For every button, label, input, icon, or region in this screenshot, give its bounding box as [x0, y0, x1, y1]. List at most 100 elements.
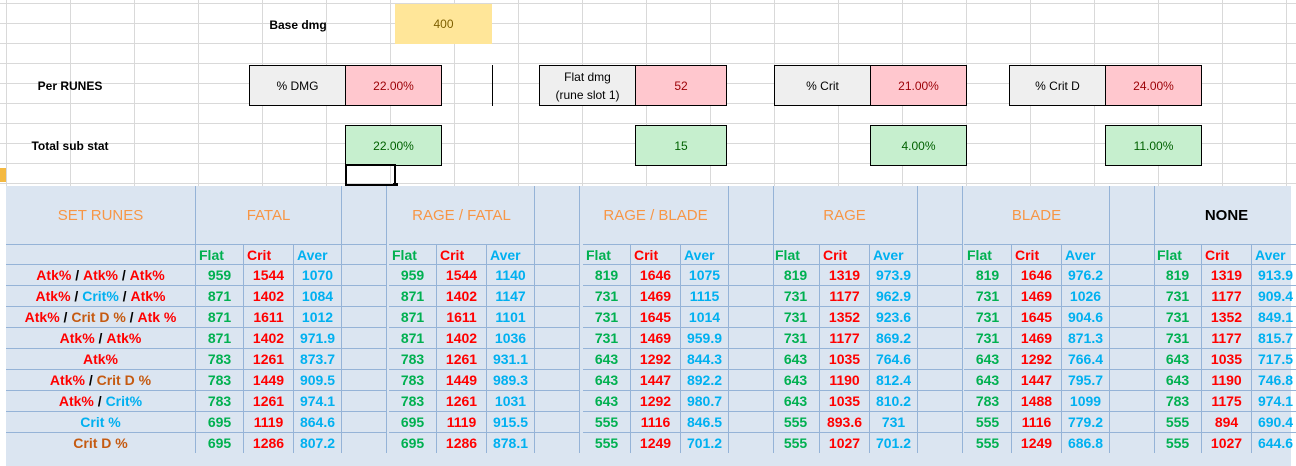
value-cell-aver[interactable]: 731: [870, 411, 918, 432]
value-cell-crit[interactable]: 1035: [820, 390, 870, 411]
value-cell-aver[interactable]: 795.7: [1062, 369, 1110, 390]
value-cell-flat[interactable]: 731: [772, 285, 820, 306]
value-cell-crit[interactable]: 1469: [631, 327, 681, 348]
value-cell-flat[interactable]: 695: [196, 411, 244, 432]
value-cell-crit[interactable]: 1027: [1202, 432, 1252, 453]
value-cell-aver[interactable]: 1140: [487, 264, 535, 285]
value-cell-flat[interactable]: 555: [964, 411, 1012, 432]
value-cell-crit[interactable]: 1449: [244, 369, 294, 390]
value-cell-crit[interactable]: 1286: [437, 432, 487, 453]
value-cell-flat[interactable]: 731: [964, 285, 1012, 306]
value-cell-flat[interactable]: 643: [1154, 348, 1202, 369]
value-cell-aver[interactable]: 810.2: [870, 390, 918, 411]
value-cell-crit[interactable]: 1116: [1012, 411, 1062, 432]
value-cell-crit[interactable]: 1611: [437, 306, 487, 327]
value-cell-flat[interactable]: 783: [964, 390, 1012, 411]
value-cell-aver[interactable]: 971.9: [294, 327, 342, 348]
value-cell-crit[interactable]: 1035: [820, 348, 870, 369]
value-cell-crit[interactable]: 1261: [437, 348, 487, 369]
value-cell-aver[interactable]: 962.9: [870, 285, 918, 306]
value-cell-crit[interactable]: 1469: [1012, 327, 1062, 348]
value-cell-aver[interactable]: 746.8: [1252, 369, 1296, 390]
row-label[interactable]: Crit D %: [6, 432, 196, 453]
value-cell-flat[interactable]: 819: [772, 264, 820, 285]
value-cell-aver[interactable]: 1147: [487, 285, 535, 306]
value-cell-aver[interactable]: 690.4: [1252, 411, 1296, 432]
value-cell-crit[interactable]: 1352: [1202, 306, 1252, 327]
value-cell-aver[interactable]: 915.5: [487, 411, 535, 432]
value-cell-aver[interactable]: 959.9: [681, 327, 729, 348]
value-cell-aver[interactable]: 846.5: [681, 411, 729, 432]
value-cell-crit[interactable]: 1402: [437, 327, 487, 348]
value-cell-aver[interactable]: 644.6: [1252, 432, 1296, 453]
value-cell-aver[interactable]: 973.9: [870, 264, 918, 285]
row-label[interactable]: Atk%: [6, 348, 196, 369]
value-cell-crit[interactable]: 1402: [244, 285, 294, 306]
value-cell-crit[interactable]: 1119: [437, 411, 487, 432]
value-cell-flat[interactable]: 643: [964, 348, 1012, 369]
value-cell-aver[interactable]: 892.2: [681, 369, 729, 390]
value-cell-crit[interactable]: 1027: [820, 432, 870, 453]
value-cell-aver[interactable]: 717.5: [1252, 348, 1296, 369]
value-cell-aver[interactable]: 779.2: [1062, 411, 1110, 432]
value-cell-flat[interactable]: 783: [389, 390, 437, 411]
row-label[interactable]: Crit %: [6, 411, 196, 432]
value-cell-aver[interactable]: 815.7: [1252, 327, 1296, 348]
value-cell-flat[interactable]: 731: [1154, 306, 1202, 327]
value-cell-flat[interactable]: 555: [1154, 432, 1202, 453]
value-cell-crit[interactable]: 1646: [1012, 264, 1062, 285]
value-cell-crit[interactable]: 1177: [820, 285, 870, 306]
dmg-total[interactable]: 22.00%: [345, 125, 442, 166]
value-cell-crit[interactable]: 894: [1202, 411, 1252, 432]
value-cell-crit[interactable]: 1175: [1202, 390, 1252, 411]
value-cell-flat[interactable]: 695: [389, 411, 437, 432]
value-cell-aver[interactable]: 686.8: [1062, 432, 1110, 453]
crit-per-rune[interactable]: 21.00%: [870, 65, 967, 106]
value-cell-flat[interactable]: 871: [196, 306, 244, 327]
value-cell-flat[interactable]: 819: [964, 264, 1012, 285]
value-cell-flat[interactable]: 959: [196, 264, 244, 285]
value-cell-aver[interactable]: 764.6: [870, 348, 918, 369]
value-cell-crit[interactable]: 1261: [244, 348, 294, 369]
critd-per-rune[interactable]: 24.00%: [1105, 65, 1202, 106]
value-cell-flat[interactable]: 643: [964, 369, 1012, 390]
value-cell-aver[interactable]: 1084: [294, 285, 342, 306]
value-cell-aver[interactable]: 701.2: [870, 432, 918, 453]
value-cell-aver[interactable]: 1036: [487, 327, 535, 348]
value-cell-flat[interactable]: 643: [772, 348, 820, 369]
value-cell-crit[interactable]: 1319: [820, 264, 870, 285]
value-cell-aver[interactable]: 989.3: [487, 369, 535, 390]
value-cell-flat[interactable]: 819: [583, 264, 631, 285]
value-cell-flat[interactable]: 643: [1154, 369, 1202, 390]
dmg-per-rune[interactable]: 22.00%: [345, 65, 442, 106]
value-cell-flat[interactable]: 643: [772, 369, 820, 390]
value-cell-crit[interactable]: 1292: [631, 390, 681, 411]
value-cell-crit[interactable]: 1286: [244, 432, 294, 453]
crit-total[interactable]: 4.00%: [870, 125, 967, 166]
value-cell-flat[interactable]: 783: [196, 369, 244, 390]
value-cell-crit[interactable]: 1544: [244, 264, 294, 285]
value-cell-aver[interactable]: 869.2: [870, 327, 918, 348]
value-cell-flat[interactable]: 731: [772, 327, 820, 348]
flat-dmg-per-rune[interactable]: 52: [635, 65, 727, 106]
value-cell-aver[interactable]: 909.5: [294, 369, 342, 390]
value-cell-crit[interactable]: 1402: [244, 327, 294, 348]
value-cell-aver[interactable]: 923.6: [870, 306, 918, 327]
value-cell-crit[interactable]: 1469: [631, 285, 681, 306]
value-cell-flat[interactable]: 555: [1154, 411, 1202, 432]
value-cell-aver[interactable]: 849.1: [1252, 306, 1296, 327]
value-cell-crit[interactable]: 1116: [631, 411, 681, 432]
critd-total[interactable]: 11.00%: [1105, 125, 1202, 166]
value-cell-aver[interactable]: 878.1: [487, 432, 535, 453]
value-cell-aver[interactable]: 807.2: [294, 432, 342, 453]
value-cell-aver[interactable]: 1075: [681, 264, 729, 285]
value-cell-flat[interactable]: 783: [196, 348, 244, 369]
value-cell-crit[interactable]: 1249: [1012, 432, 1062, 453]
base-dmg-value[interactable]: 400: [395, 4, 492, 44]
row-label[interactable]: Atk% / Crit%: [6, 390, 196, 411]
row-label[interactable]: Atk% / Atk% / Atk%: [6, 264, 196, 285]
value-cell-aver[interactable]: 1115: [681, 285, 729, 306]
row-label[interactable]: Atk% / Crit D %: [6, 369, 196, 390]
value-cell-flat[interactable]: 695: [389, 432, 437, 453]
value-cell-aver[interactable]: 873.7: [294, 348, 342, 369]
